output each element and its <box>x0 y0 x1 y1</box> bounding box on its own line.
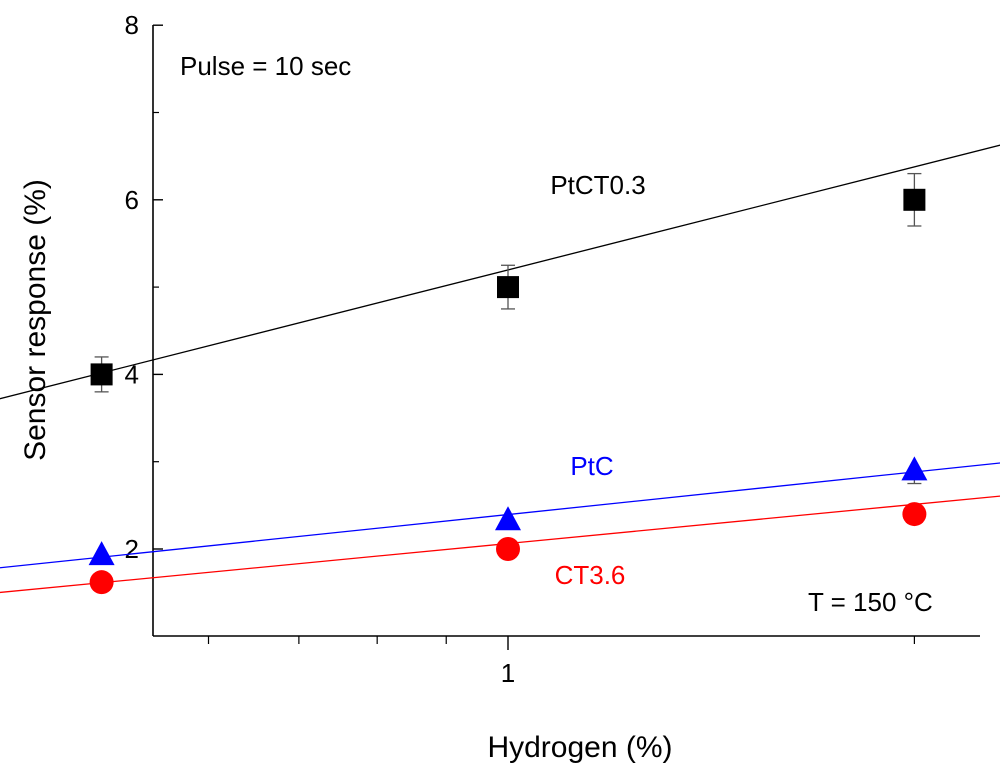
data-point <box>901 456 928 481</box>
data-point <box>903 188 926 211</box>
x-tick-label: 1 <box>501 658 515 688</box>
temperature-annotation: T = 150 °C <box>808 587 933 617</box>
data-point <box>902 502 927 527</box>
y-tick-label: 4 <box>125 359 139 389</box>
data-point <box>497 276 519 299</box>
pulse-annotation: Pulse = 10 sec <box>180 51 351 81</box>
data-point <box>495 506 521 531</box>
fit-line <box>0 495 1000 594</box>
series-ptc: PtC <box>0 451 1000 569</box>
series-label: PtC <box>570 451 613 481</box>
series-ct3-6: CT3.6 <box>0 495 1000 595</box>
plot-area: 2 4 6 8 1 PtCT0.3 PtC CT3.6 <box>0 10 1000 688</box>
y-axis-label: Sensor response (%) <box>19 179 52 461</box>
series-ptct0-3: PtCT0.3 <box>0 144 1000 400</box>
data-point <box>88 541 115 566</box>
series-label: CT3.6 <box>555 560 626 590</box>
data-point <box>496 537 520 561</box>
y-tick-label: 2 <box>125 534 139 564</box>
data-point <box>90 363 113 386</box>
y-tick-label: 6 <box>125 185 139 215</box>
series-label: PtCT0.3 <box>550 170 645 200</box>
data-point <box>89 570 114 595</box>
y-tick-label: 8 <box>125 10 139 40</box>
fit-line <box>0 144 1000 400</box>
fit-line <box>0 462 1000 569</box>
x-axis-label: Hydrogen (%) <box>487 731 672 764</box>
